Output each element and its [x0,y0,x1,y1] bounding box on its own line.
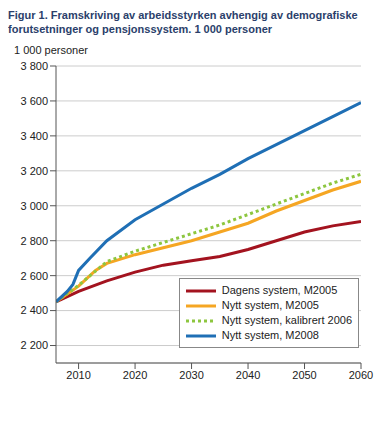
html-text:Figur 1. Framskriving av arbei: Figur 1. Framskriving av arbeidsstyrken … [8,9,358,35]
svg-text:3 600: 3 600 [20,95,48,107]
svg-text:2 400: 2 400 [20,304,48,316]
html-text:Nytt system, M2005: Nytt system, M2005 [221,299,319,311]
svg-text:2030: 2030 [179,369,203,381]
svg-text:2040: 2040 [236,369,260,381]
svg-text:3 400: 3 400 [20,130,48,142]
svg-text:2050: 2050 [292,369,316,381]
svg-text:2020: 2020 [123,369,147,381]
svg-text:2 200: 2 200 [20,339,48,351]
html-text:Nytt system, M2008: Nytt system, M2008 [221,329,319,341]
svg-text:2060: 2060 [349,369,373,381]
svg-text:3 800: 3 800 [20,60,48,72]
svg-text:2 800: 2 800 [20,235,48,247]
html-text:1 000 personer: 1 000 personer [14,44,88,56]
svg-text:3 000: 3 000 [20,200,48,212]
html-text:Dagens system, M2005: Dagens system, M2005 [221,284,338,296]
svg-text:2 600: 2 600 [20,270,48,282]
svg-text:2010: 2010 [66,369,90,381]
html-text:Nytt system, kalibrert 2006: Nytt system, kalibrert 2006 [221,314,352,326]
svg-text:3 200: 3 200 [20,165,48,177]
